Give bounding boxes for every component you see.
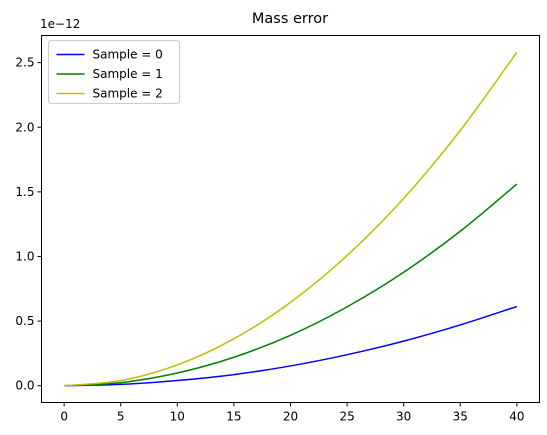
x-tick-label: 15 <box>226 410 241 424</box>
y-tick-label: 1.5 <box>15 185 34 199</box>
x-tick-label: 25 <box>339 410 354 424</box>
x-tick-label: 20 <box>283 410 298 424</box>
y-tick-label: 2.5 <box>15 56 34 70</box>
x-tick-label: 10 <box>170 410 185 424</box>
chart-title: Mass error <box>252 11 328 27</box>
y-tick-label: 0.0 <box>15 379 34 393</box>
y-offset-label: 1e−12 <box>40 17 80 31</box>
x-tick-label: 30 <box>396 410 411 424</box>
x-tick-label: 0 <box>60 410 68 424</box>
series-line-2 <box>64 51 518 387</box>
legend: Sample = 0 Sample = 1 Sample = 2 <box>48 40 180 104</box>
legend-box <box>48 40 180 104</box>
plot-area <box>64 51 518 387</box>
series-line-0 <box>64 305 518 387</box>
legend-label-0: Sample = 0 <box>93 48 163 62</box>
x-tick-label: 5 <box>117 410 125 424</box>
x-tick-label: 35 <box>453 410 468 424</box>
y-tick-label: 2.0 <box>15 120 34 134</box>
y-tick-label: 1.0 <box>15 249 34 263</box>
y-tick-label: 0.5 <box>15 314 34 328</box>
series-line-1 <box>64 183 518 387</box>
legend-label-1: Sample = 1 <box>93 67 163 81</box>
x-tick-label: 40 <box>509 410 524 424</box>
legend-label-2: Sample = 2 <box>93 87 163 101</box>
